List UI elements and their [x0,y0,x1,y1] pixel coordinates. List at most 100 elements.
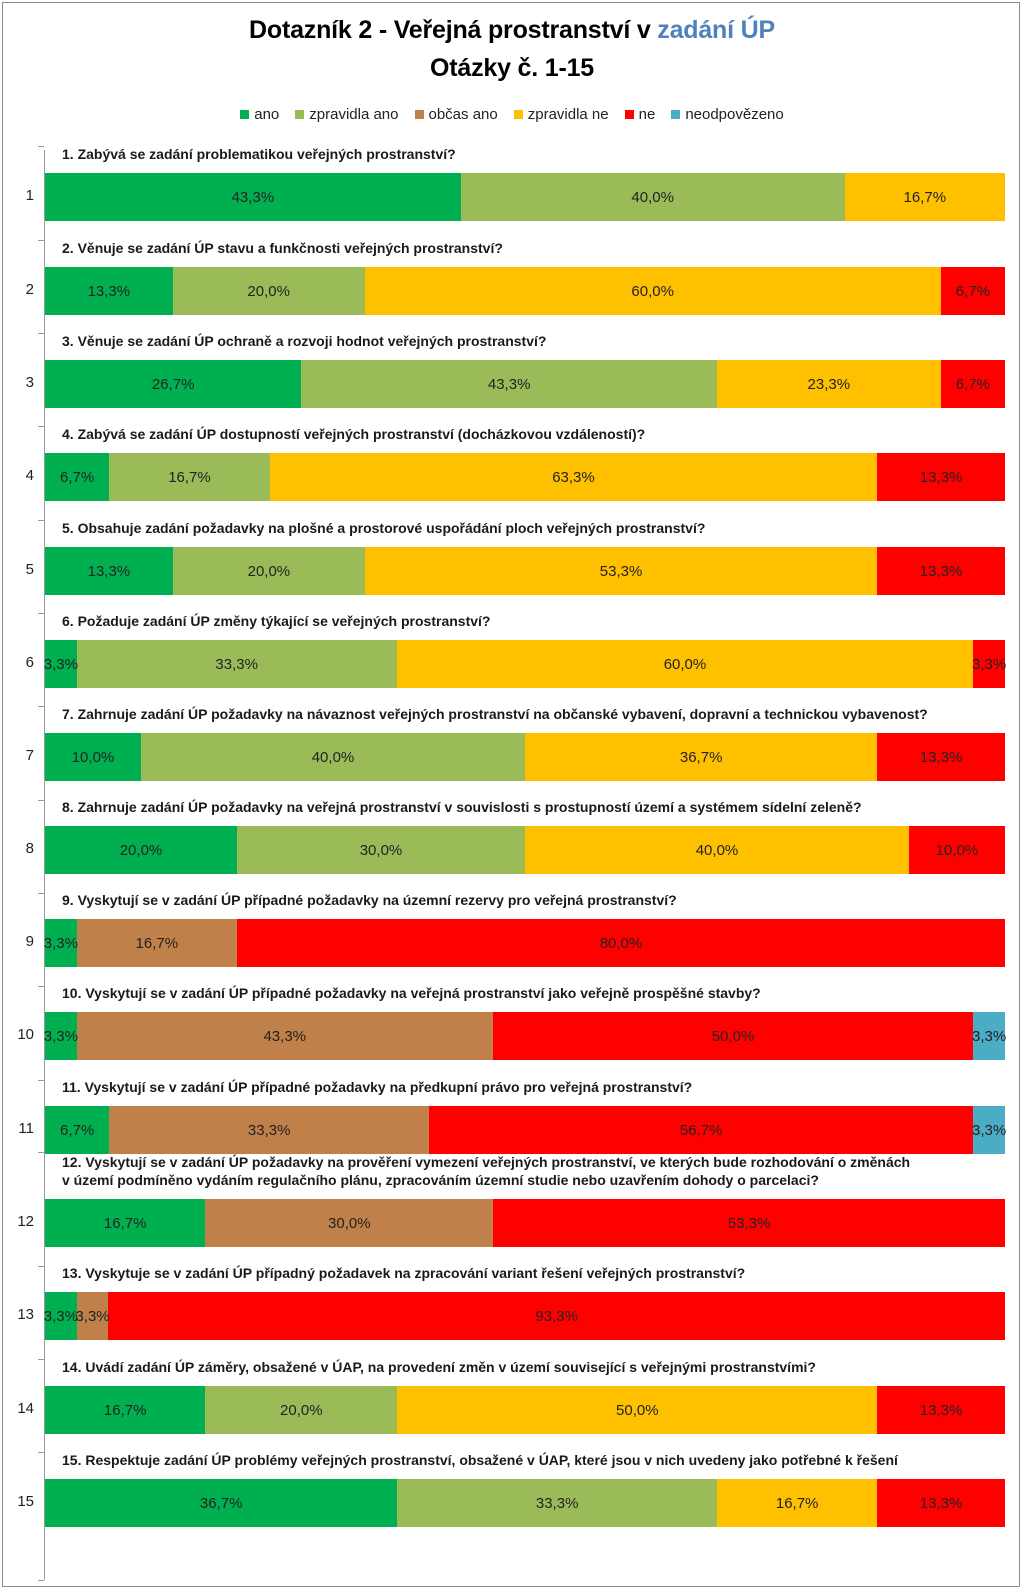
question-line: 2. Věnuje se zadání ÚP stavu a funkčnost… [62,240,503,256]
bar-segment: 16,7% [844,173,1005,221]
bar-segment: 53,3% [364,547,878,595]
data-label: 13,3% [919,1401,963,1419]
legend-label: zpravidla ne [527,106,609,123]
stacked-bar: 16,7% 30,0% 53,3% [45,1199,1005,1247]
question-line: 8. Zahrnuje zadání ÚP požadavky na veřej… [62,799,862,815]
question-line: 3. Věnuje se zadání ÚP ochraně a rozvoji… [62,333,547,349]
axis-tick [38,333,44,334]
row-number: 14 [17,1400,34,1417]
stacked-bar: 26,7% 43,3% 23,3% 6,7% [45,360,1005,408]
bar-segment: 33,3% [109,1106,429,1154]
row-number: 2 [25,281,34,298]
legend-item: ne [624,106,655,123]
row-number: 5 [25,561,34,578]
data-label: 13,3% [919,468,963,486]
data-label: 6,7% [955,375,990,393]
axis-tick [38,1080,44,1081]
bar-segment: 50,0% [492,1012,974,1060]
bar-segment: 13,3% [45,267,173,315]
data-label: 33,3% [247,1121,291,1139]
data-label: 16,7% [168,468,211,486]
question-line: 6. Požaduje zadání ÚP změny týkající se … [62,613,491,629]
data-label: 3,3% [43,1307,78,1325]
data-label: 50,0% [711,1027,755,1045]
bar-segment: 43,3% [45,173,461,221]
row-number: 8 [25,840,34,857]
data-label: 3,3% [43,655,78,673]
question-line: 14. Uvádí zadání ÚP záměry, obsažené v Ú… [62,1359,816,1375]
data-label: 16,7% [903,188,947,206]
axis-tick [38,426,44,427]
axis-tick [38,986,44,987]
stacked-bar: 3,3% 16,7% 80,0% [44,919,1005,967]
axis-tick [38,893,44,894]
data-label: 40,0% [631,188,674,206]
question-label: 4. Zabývá se zadání ÚP dostupností veřej… [62,425,1012,443]
stacked-bar: 6,7% 16,7% 63,3% 13,3% [45,453,1005,501]
row-number: 15 [17,1493,34,1510]
bar-segment: 3,3% [972,1012,1006,1060]
bar-segment: 60,0% [396,640,974,688]
bar-segment: 93,3% [108,1292,1005,1340]
chart-title-accent: zadání ÚP [657,16,775,44]
axis-tick [38,1580,44,1581]
data-label: 26,7% [151,375,195,393]
legend-item: ano [240,106,279,123]
data-label: 13,3% [919,562,963,580]
question-label: 8. Zahrnuje zadání ÚP požadavky na veřej… [62,798,1012,816]
data-label: 93,3% [535,1307,578,1325]
question-line: v území podmíněno vydáním regulačního pl… [62,1172,819,1188]
data-label: 60,0% [663,655,707,673]
bar-segment: 16,7% [109,453,270,501]
bar-segment: 43,3% [76,1012,493,1060]
bar-segment: 13,3% [877,547,1005,595]
bar-segment: 13,3% [45,547,173,595]
axis-tick [38,146,44,147]
bar-segment: 26,7% [45,360,302,408]
legend-label: občas ano [428,106,498,123]
axis-tick [38,520,44,521]
question-label: 11. Vyskytují se v zadání ÚP případné po… [62,1078,1012,1096]
bar-segment: 40,0% [525,826,909,874]
data-label: 53,3% [727,1214,771,1232]
legend-item: občas ano [414,106,498,123]
axis-tick [38,1359,44,1360]
bar-segment: 43,3% [301,360,717,408]
bar-segment: 6,7% [940,267,1005,315]
bar-segment: 20,0% [172,267,365,315]
data-label: 43,3% [487,375,531,393]
stacked-bar: 6,7% 33,3% 56,7% 3,3% [45,1106,1006,1154]
data-label: 10,0% [71,748,115,766]
question-label: 3. Věnuje se zadání ÚP ochraně a rozvoji… [62,332,1012,350]
chart-subtitle: Otázky č. 1-15 [430,54,594,82]
bar-segment: 80,0% [236,919,1005,967]
data-label: 6,7% [955,282,990,300]
bar-segment: 3,3% [75,1292,110,1340]
data-label: 3,3% [972,655,1007,673]
bar-segment: 3,3% [972,1106,1006,1154]
data-label: 16,7% [775,1494,819,1512]
bar-segment: 13,3% [877,1479,1005,1527]
axis-tick [38,1266,44,1267]
data-label: 13,3% [919,748,963,766]
stacked-bar: 13,3% 20,0% 60,0% 6,7% [45,267,1005,315]
bar-segment: 6,7% [940,360,1005,408]
data-label: 40,0% [695,841,739,859]
question-line: 11. Vyskytují se v zadání ÚP případné po… [62,1079,693,1095]
row-number: 10 [17,1026,34,1043]
bar-segment: 10,0% [45,733,141,781]
axis-tick [38,1452,44,1453]
legend-item: zpravidla ne [513,106,609,123]
stacked-bar: 13,3% 20,0% 53,3% 13,3% [45,547,1005,595]
bar-segment: 20,0% [45,826,237,874]
question-label: 2. Věnuje se zadání ÚP stavu a funkčnost… [62,239,1012,257]
bar-segment: 50,0% [397,1386,878,1434]
legend: ano zpravidla ano občas ano zpravidla ne ne n… [0,106,1024,123]
bar-segment: 30,0% [237,826,525,874]
bar-segment: 20,0% [172,547,365,595]
data-label: 16,7% [103,1401,147,1419]
row-number: 1 [25,187,34,204]
bar-segment: 30,0% [205,1199,494,1247]
question-label: 6. Požaduje zadání ÚP změny týkající se … [62,612,1012,630]
data-label: 40,0% [311,748,355,766]
